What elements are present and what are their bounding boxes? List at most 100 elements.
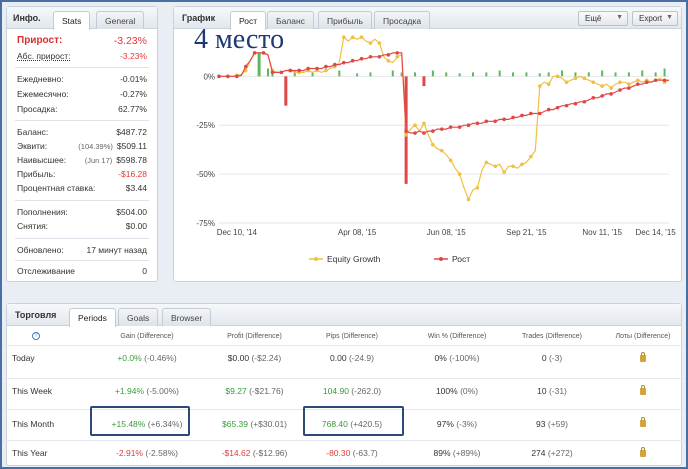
profit-diff: (-$12.96) bbox=[252, 448, 288, 458]
tab-periods[interactable]: Periods bbox=[69, 308, 116, 327]
daily-bar bbox=[641, 70, 644, 77]
gain-diff: (-5.00%) bbox=[146, 386, 180, 396]
series-point-0 bbox=[466, 197, 471, 202]
balance-row: Баланс: $487.72 bbox=[17, 127, 147, 139]
x-tick-label: Apr 08, '15 bbox=[338, 228, 377, 237]
table-row: Today +0.0% (-0.46%) $0.00 (-$2.24) 0.00… bbox=[2, 345, 686, 370]
lock-icon[interactable] bbox=[640, 417, 646, 427]
pips-diff: (-262.0) bbox=[351, 386, 382, 396]
win-value: 0% bbox=[434, 353, 447, 363]
series-line-0 bbox=[219, 36, 670, 202]
equity-label: Эквити: bbox=[17, 141, 48, 151]
daily-bar bbox=[311, 72, 314, 77]
table-row: This Month +15.48% (+6.34%) $65.39 (+$30… bbox=[2, 409, 686, 437]
chart-panel: График Рост Баланс Прибыль Просадка Ещё … bbox=[173, 6, 682, 282]
tab-general[interactable]: General bbox=[96, 11, 145, 29]
trades-cell: 0 (-3) bbox=[502, 346, 602, 370]
series-point-1 bbox=[279, 70, 284, 75]
daily-bar bbox=[471, 72, 474, 77]
profit-diff: (+$30.01) bbox=[250, 418, 287, 429]
lock-icon[interactable] bbox=[640, 384, 646, 395]
series-point-1 bbox=[350, 58, 355, 63]
chevron-down-icon: ▼ bbox=[666, 14, 673, 21]
series-point-0 bbox=[591, 80, 596, 84]
series-point-1 bbox=[217, 74, 221, 79]
series-point-0 bbox=[529, 154, 533, 159]
series-point-1 bbox=[636, 82, 640, 86]
pips-cell: 768.40 (+420.5) bbox=[302, 410, 402, 437]
lots-cell bbox=[602, 346, 684, 370]
series-point-1 bbox=[627, 86, 631, 90]
profit-value: -$16.28 bbox=[118, 169, 147, 179]
column-header-win: Win % (Difference) bbox=[427, 332, 487, 340]
lock-icon[interactable] bbox=[640, 351, 646, 362]
daily-label: Ежедневно: bbox=[17, 74, 64, 84]
info-panel-title: Инфо. bbox=[13, 13, 41, 23]
series-point-1 bbox=[439, 127, 444, 131]
chart-panel-header: График Рост Баланс Прибыль Просадка Ещё … bbox=[174, 7, 681, 30]
daily-bar bbox=[498, 70, 501, 77]
monthly-label: Ежемесячно: bbox=[17, 89, 69, 99]
tab-drawdown[interactable]: Просадка bbox=[374, 11, 431, 29]
series-point-1 bbox=[555, 105, 560, 110]
export-dropdown[interactable]: Export ▼ bbox=[632, 11, 678, 26]
lots-cell bbox=[602, 410, 684, 437]
trades-cell: 10 (-31) bbox=[502, 379, 602, 403]
tab-balance[interactable]: Баланс bbox=[267, 11, 314, 29]
info-icon[interactable]: ? bbox=[32, 328, 40, 344]
daily-bar bbox=[445, 72, 448, 77]
profit-value: $0.00 bbox=[227, 353, 250, 363]
gain-diff: (-2.58%) bbox=[145, 448, 178, 458]
tab-browser[interactable]: Browser bbox=[162, 308, 212, 326]
series-point-0 bbox=[484, 160, 489, 165]
daily-bar bbox=[627, 72, 630, 77]
divider bbox=[15, 238, 149, 239]
abs-gain-row: Абс. прирост: -3.23% bbox=[17, 51, 147, 63]
pips-value: 768.40 bbox=[321, 418, 348, 429]
lock-icon[interactable] bbox=[640, 446, 646, 457]
series-point-1 bbox=[546, 107, 551, 112]
series-point-0 bbox=[395, 54, 400, 59]
gain-value: +1.94% bbox=[114, 386, 145, 396]
daily-bar bbox=[293, 70, 296, 77]
column-header-lots: Лоты (Difference) bbox=[615, 332, 671, 340]
tab-stats[interactable]: Stats bbox=[53, 11, 91, 30]
withdrawals-value: $0.00 bbox=[125, 221, 147, 231]
tab-goals[interactable]: Goals bbox=[118, 308, 159, 326]
series-point-0 bbox=[511, 164, 515, 169]
series-point-1 bbox=[564, 103, 569, 108]
x-tick-label: Nov 11, '15 bbox=[582, 228, 622, 237]
series-point-0 bbox=[537, 84, 542, 88]
chevron-down-icon: ▼ bbox=[616, 14, 623, 21]
divider bbox=[15, 67, 149, 68]
profit-cell: $0.00 (-$2.24) bbox=[207, 346, 302, 370]
series-point-1 bbox=[475, 121, 480, 126]
monthly-value: -0.27% bbox=[120, 89, 147, 99]
deposits-row: Пополнения: $504.00 bbox=[17, 207, 147, 219]
tab-profit[interactable]: Прибыль bbox=[318, 11, 372, 29]
series-point-0 bbox=[564, 80, 569, 84]
more-dropdown[interactable]: Ещё ▼ bbox=[578, 11, 628, 26]
win-cell: 97% (-3%) bbox=[407, 410, 507, 437]
series-point-1 bbox=[653, 78, 658, 83]
daily-bar bbox=[414, 72, 417, 77]
legend-label: Рост bbox=[452, 254, 470, 264]
series-point-1 bbox=[466, 123, 471, 128]
series-point-1 bbox=[368, 54, 373, 59]
pips-cell: 0.00 (-24.9) bbox=[302, 346, 402, 370]
tracking-row: Отслеживание 0 bbox=[17, 266, 147, 278]
daily-bar bbox=[547, 72, 550, 77]
series-point-1 bbox=[662, 78, 667, 83]
series-point-0 bbox=[439, 148, 444, 153]
legend-marker bbox=[439, 257, 443, 261]
gain-label: Прирост: bbox=[17, 35, 63, 46]
gain-cell: -2.91% (-2.58%) bbox=[92, 441, 202, 465]
series-point-1 bbox=[520, 113, 524, 118]
tab-growth[interactable]: Рост bbox=[230, 11, 267, 30]
daily-bar bbox=[431, 70, 434, 77]
win-value: 100% bbox=[435, 386, 458, 396]
updated-row: Обновлено: 17 минут назад bbox=[17, 245, 147, 257]
series-point-1 bbox=[341, 60, 346, 65]
pips-cell: -80.30 (-63.7) bbox=[302, 441, 402, 465]
trades-value: 274 bbox=[531, 448, 546, 458]
